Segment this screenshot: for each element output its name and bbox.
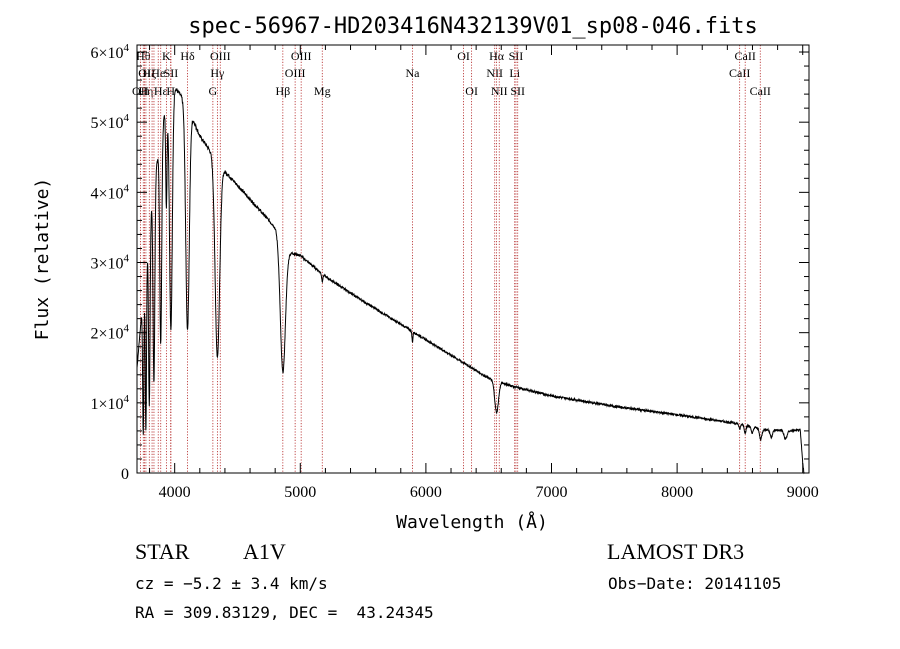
y-tick-mantissa: 1×10 [90, 396, 123, 413]
y-tick-label: 3×104 [90, 253, 129, 273]
y-tick-label: 6×104 [90, 42, 129, 62]
line-marker-label: Hδ [180, 49, 195, 63]
y-tick-label: 0 [121, 466, 129, 483]
redshift-cz: cz = −5.2 ± 3.4 km/s [135, 574, 328, 593]
y-tick-exponent: 4 [124, 42, 130, 54]
obs-date: Obs−Date: 20141105 [608, 574, 782, 593]
x-tick-label: 9000 [787, 484, 819, 501]
line-marker-label: Hη [138, 84, 153, 98]
y-tick-exponent: 4 [124, 253, 130, 265]
y-tick-exponent: 4 [124, 393, 130, 405]
line-marker-label: OI [138, 66, 151, 80]
line-marker-label: OIII [210, 49, 231, 63]
y-tick-mantissa: 6×10 [90, 45, 123, 62]
x-axis: 4000 5000 6000 7000 8000 9000 [149, 45, 819, 501]
y-tick-label: 4×104 [90, 182, 129, 202]
line-marker-label: NII [486, 66, 503, 80]
y-axis-label: Flux (relative) [32, 178, 53, 341]
x-tick-label: 5000 [284, 484, 316, 501]
line-marker-label: Hθ [136, 49, 151, 63]
line-marker-label: CaII [735, 49, 756, 63]
y-tick-label: 5×104 [90, 112, 129, 132]
y-tick-mantissa: 3×10 [90, 256, 123, 273]
x-axis-label: Wavelength (Å) [396, 511, 548, 533]
line-marker-label: SII [509, 49, 524, 63]
spectrum-line [136, 88, 805, 475]
spectral-class: A1V [243, 539, 286, 564]
line-marker-label: NII [491, 84, 508, 98]
y-tick-label: 1×104 [90, 393, 129, 413]
line-marker-label: SII [164, 66, 179, 80]
line-marker-label: OIII [285, 66, 306, 80]
line-marker-label: He [151, 66, 165, 80]
line-marker-label: Mg [314, 84, 331, 98]
y-tick-mantissa: 4×10 [90, 185, 123, 202]
y-tick-mantissa: 2×10 [90, 326, 123, 343]
y-tick-exponent: 4 [124, 182, 130, 194]
x-tick-label: 7000 [536, 484, 568, 501]
y-tick-exponent: 4 [124, 323, 130, 335]
spectrum [136, 88, 805, 475]
y-tick-mantissa: 5×10 [90, 115, 123, 132]
line-marker-label: OI [465, 84, 478, 98]
y-tick-label: 2×104 [90, 323, 129, 343]
line-marker-label: K [162, 49, 171, 63]
y-tick-exponent: 4 [124, 112, 130, 124]
line-marker-label: Hε [154, 84, 168, 98]
line-marker-label: SII [510, 84, 525, 98]
chart-title: spec-56967-HD203416N432139V01_sp08-046.f… [188, 14, 758, 39]
x-tick-label: 6000 [410, 484, 442, 501]
line-marker-label: OIII [291, 49, 312, 63]
line-marker-label: Hζ [142, 66, 156, 80]
survey-name: LAMOST DR3 [607, 539, 745, 564]
line-marker-label: G [209, 84, 218, 98]
line-marker-label: Hα [489, 49, 505, 63]
line-markers: OIIHθOIHηHζHeHεKHSIIHδGHγOIIIHβOIIIOIIIM… [132, 45, 771, 473]
line-marker-label: CaII [729, 66, 750, 80]
line-marker-label: Hβ [275, 84, 290, 98]
line-marker-label: OI [457, 49, 470, 63]
line-marker-label: Hγ [210, 66, 225, 80]
line-marker-label: CaII [750, 84, 771, 98]
y-tick-mantissa: 0 [121, 466, 129, 483]
line-marker-label: Li [509, 66, 520, 80]
x-tick-label: 8000 [661, 484, 693, 501]
object-type: STAR [135, 539, 190, 564]
x-tick-label: 4000 [159, 484, 191, 501]
coordinates: RA = 309.83129, DEC = 43.24345 [135, 603, 434, 622]
plot-frame [136, 44, 810, 474]
line-marker-label: Na [405, 66, 420, 80]
